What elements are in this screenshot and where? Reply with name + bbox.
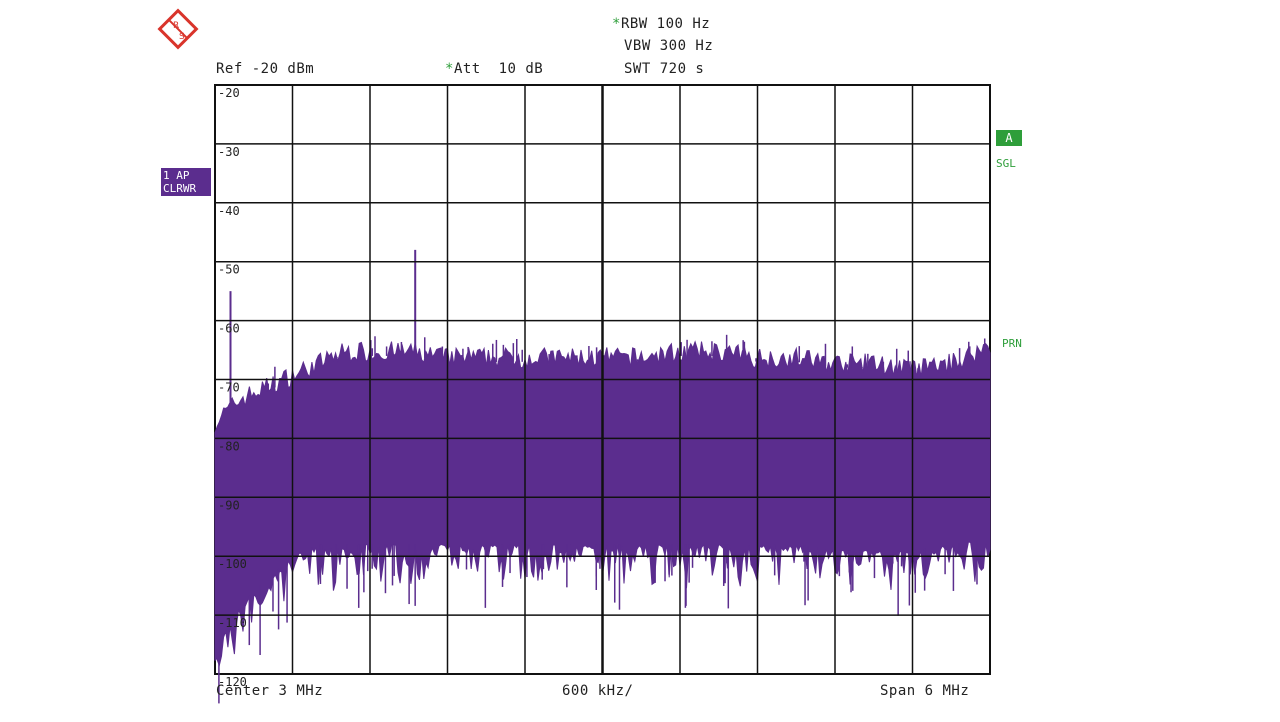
sgl-label: SGL [996,157,1016,170]
y-tick-label: -110 [218,616,247,630]
trace-mode-line2: CLRWR [163,182,197,195]
y-tick-label: -80 [218,439,240,453]
vbw-readout: VBW 300 Hz [624,38,714,54]
span-label: Span 6 MHz [880,683,970,699]
y-tick-label: -100 [218,557,247,571]
trace-mode-line1: 1 AP [163,169,190,182]
y-tick-label: -50 [218,263,240,277]
logo-letter-s: S [179,32,185,42]
y-tick-label: -70 [218,381,240,395]
division-label: 600 kHz/ [562,683,634,699]
attenuation-readout: *Att 10 dB [445,61,544,77]
y-tick-label: -40 [218,204,240,218]
rbw-readout: *RBW 100 Hz [612,16,711,32]
y-tick-label: -20 [218,86,240,100]
y-tick-label: -60 [218,322,240,336]
center-frequency-label: Center 3 MHz [216,683,324,699]
y-tick-label: -90 [218,498,240,512]
logo-letter-r: R [173,21,179,31]
pre-label: PRN [1002,337,1022,350]
ref-level-readout: Ref -20 dBm [216,61,315,77]
trace-mode-badge: 1 AP CLRWR [161,168,211,196]
trace-a-badge: A [996,130,1022,146]
y-tick-label: -120 [218,675,247,689]
y-tick-label: -30 [218,145,240,159]
sweep-time-readout: SWT 720 s [624,61,705,77]
rohde-schwarz-logo-icon: R S [157,8,199,50]
